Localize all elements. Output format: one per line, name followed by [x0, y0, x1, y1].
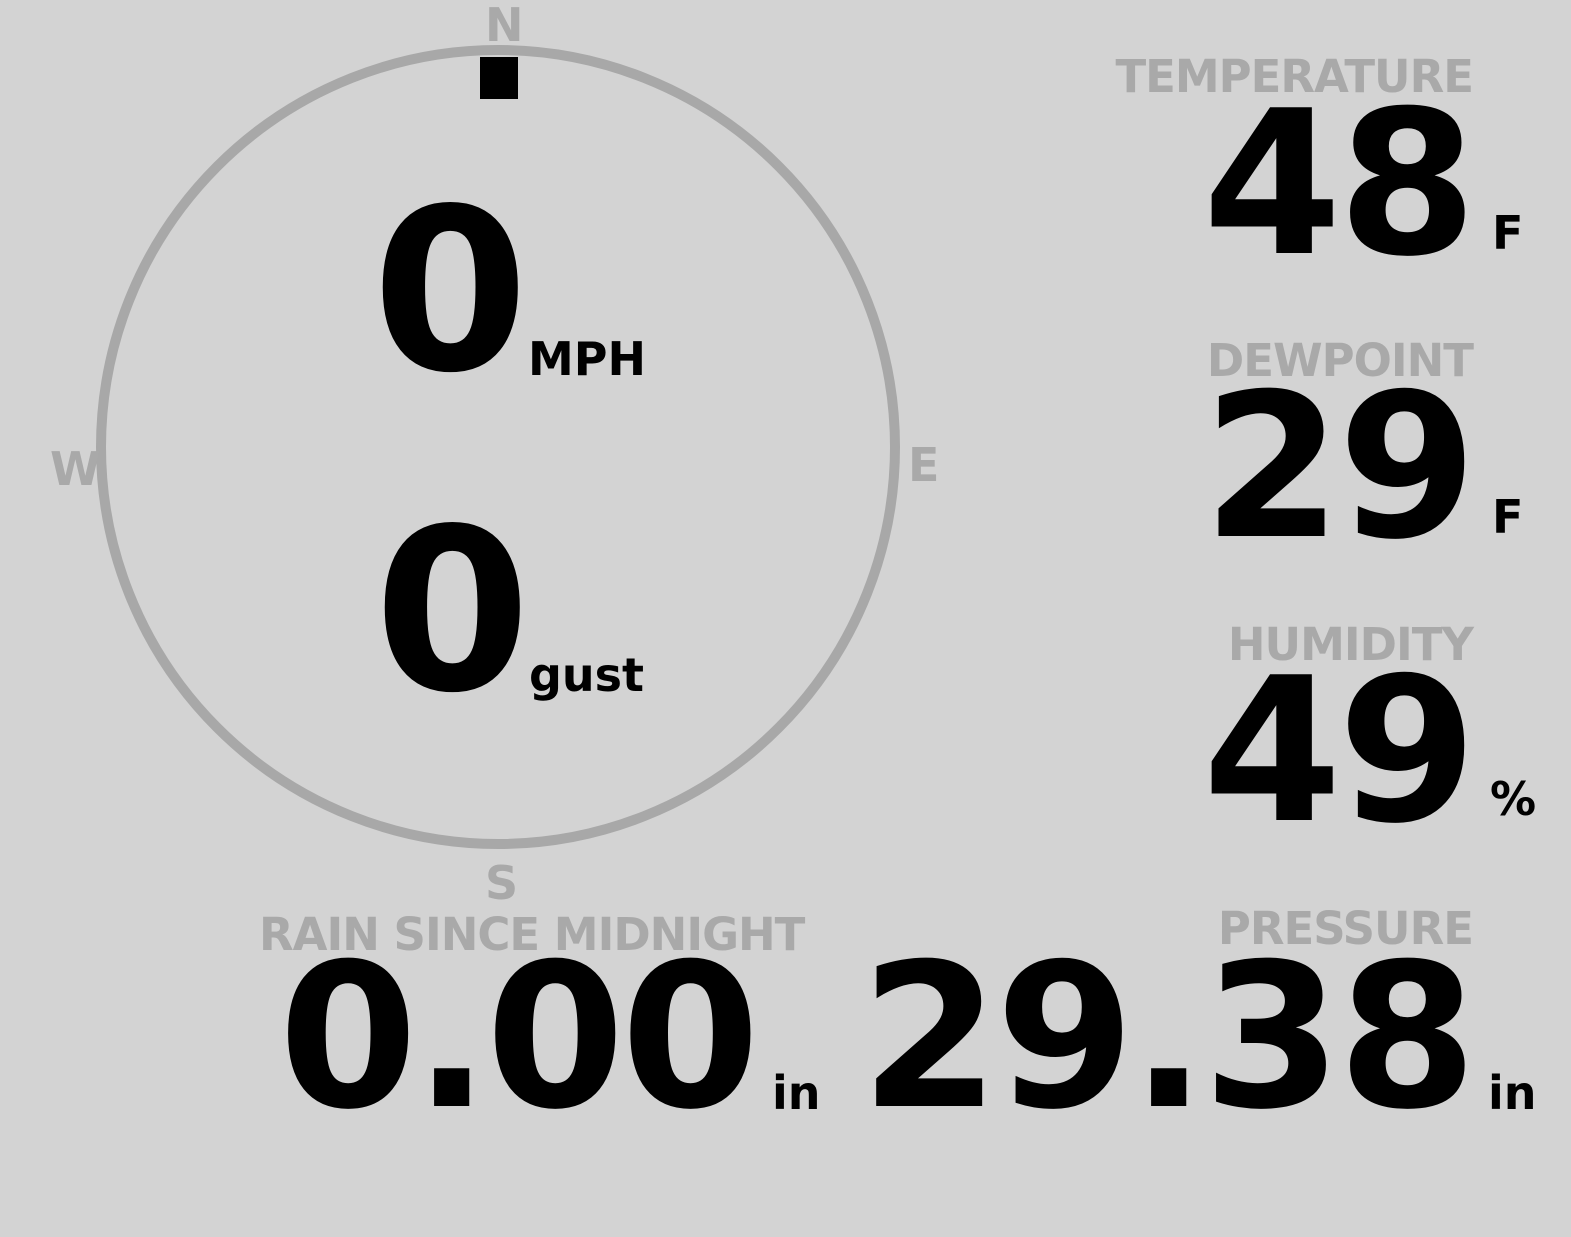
dewpoint-value: 29: [1202, 351, 1477, 584]
wind-speed-unit: MPH: [528, 332, 646, 386]
rain-unit: in: [772, 1066, 821, 1120]
temperature-label: TEMPERATURE: [1115, 50, 1474, 103]
wind-direction-indicator: [480, 57, 518, 99]
temperature-value: 48: [1202, 68, 1477, 301]
pressure-value: 29.38: [860, 921, 1477, 1154]
compass-west-label: W: [50, 442, 101, 496]
humidity-unit: %: [1490, 772, 1537, 826]
humidity-label: HUMIDITY: [1227, 618, 1474, 671]
wind-speed-value: 0: [372, 161, 529, 423]
rain-value: 0.00: [278, 921, 760, 1154]
pressure-unit: in: [1488, 1066, 1537, 1120]
wind-gust-unit: gust: [529, 648, 645, 702]
humidity-value: 49: [1202, 635, 1477, 868]
dewpoint-unit: F: [1492, 490, 1524, 544]
dewpoint-label: DEWPOINT: [1206, 334, 1474, 387]
wind-compass: [96, 45, 900, 849]
rain-label: RAIN SINCE MIDNIGHT: [259, 908, 805, 961]
compass-east-label: E: [908, 438, 940, 492]
wind-gust-value: 0: [374, 481, 531, 743]
temperature-unit: F: [1492, 206, 1524, 260]
compass-south-label: S: [485, 856, 519, 910]
compass-north-label: N: [485, 0, 524, 52]
pressure-label: PRESSURE: [1217, 902, 1474, 955]
compass-ring: [96, 45, 900, 849]
